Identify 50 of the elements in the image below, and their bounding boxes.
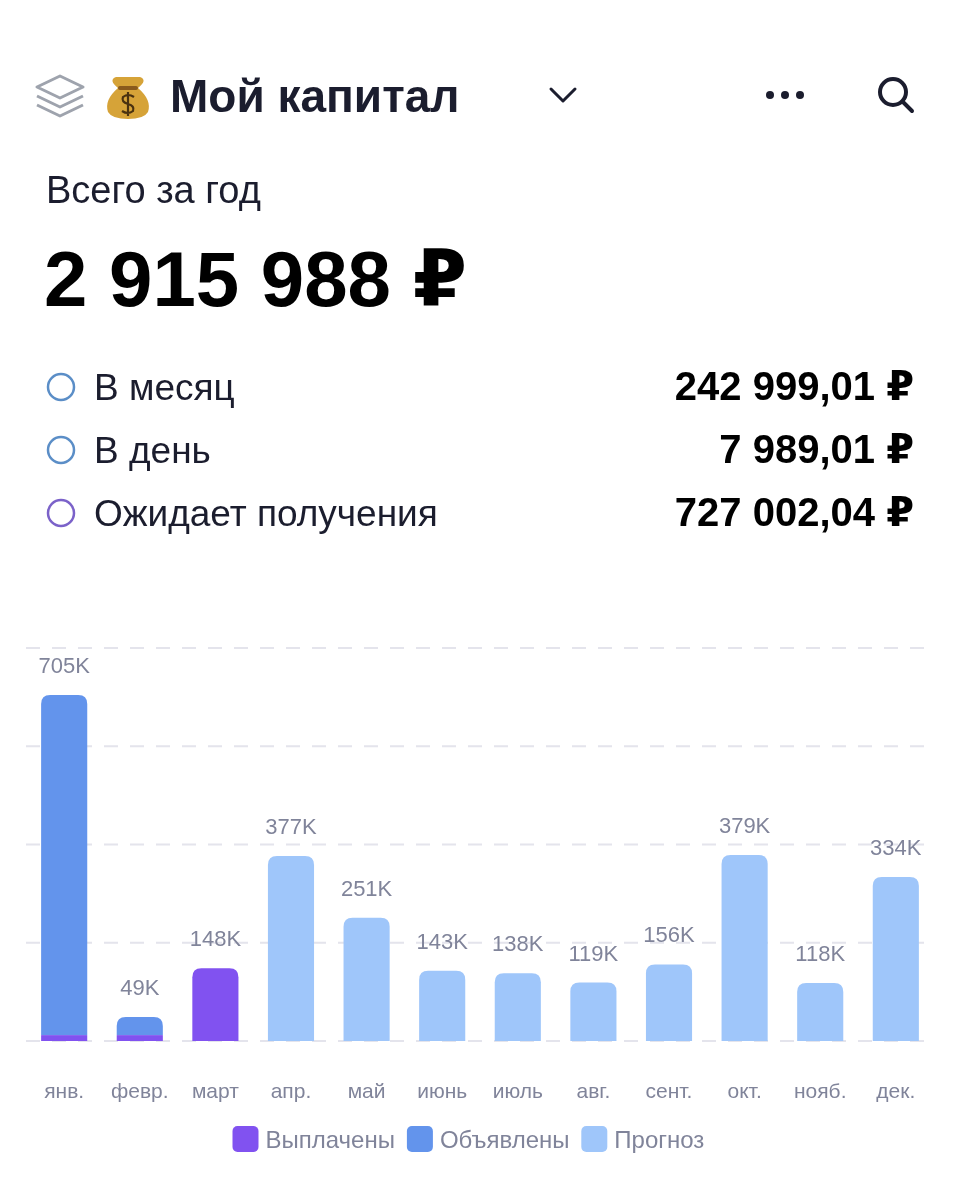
bar: [494, 973, 541, 1041]
data-label: 251K: [340, 875, 393, 901]
x-tick-label: апр.: [270, 1079, 312, 1102]
chart-title: Мой капитал: [170, 70, 460, 122]
data-label: 143K: [416, 928, 469, 954]
data-label: 377K: [265, 813, 317, 839]
x-tick-label: авг.: [576, 1079, 611, 1102]
text: 727 002,04 ₽: [674, 490, 914, 534]
bar: [116, 1035, 163, 1041]
bar: [872, 877, 919, 1041]
x-tick-label: окт.: [727, 1079, 762, 1102]
x-tick-label: июнь: [417, 1079, 468, 1102]
legend-label: Объявлены: [439, 1126, 570, 1153]
data-label: 379K: [718, 812, 771, 838]
text: В месяц: [94, 367, 235, 408]
text: В день: [94, 430, 211, 471]
x-tick-label: дек.: [876, 1079, 916, 1102]
data-label: 138K: [492, 931, 544, 957]
x-tick-label: май: [347, 1079, 386, 1102]
total-label: 49K: [120, 974, 160, 1000]
bar: [570, 982, 617, 1041]
bar: [116, 1016, 163, 1036]
data-label: 118K: [795, 941, 846, 967]
bar: [343, 917, 390, 1041]
x-tick-label: март: [191, 1079, 240, 1102]
total-label: 705K: [38, 653, 91, 678]
x-tick-label: февр.: [110, 1079, 169, 1102]
legend-label: Прогноз: [614, 1126, 705, 1153]
bar: [645, 964, 693, 1041]
data-label: 119K: [568, 940, 619, 966]
text: Ожидает получения: [94, 493, 438, 534]
chart-subtitle: Всего за год: [46, 169, 261, 211]
x-tick-label: сент.: [645, 1079, 693, 1102]
bar: [721, 854, 768, 1041]
bar: [192, 968, 239, 1041]
text: 242 999,01 ₽: [674, 364, 914, 408]
bar: [41, 1035, 88, 1041]
x-tick-label: янв.: [44, 1079, 85, 1102]
text: 2 915 988 ₽: [44, 235, 467, 323]
bar: [41, 695, 88, 1036]
legend-label: Выплачены: [265, 1126, 395, 1153]
data-label: 334K: [870, 835, 922, 861]
text: 7 989,01 ₽: [719, 427, 914, 471]
x-tick-label: нояб.: [793, 1079, 847, 1102]
bar: [797, 983, 844, 1041]
x-tick-label: июль: [492, 1079, 543, 1102]
data-label: 156K: [643, 922, 696, 948]
bar: [267, 855, 315, 1041]
data-label: 148K: [189, 926, 242, 952]
bar: [419, 970, 466, 1041]
